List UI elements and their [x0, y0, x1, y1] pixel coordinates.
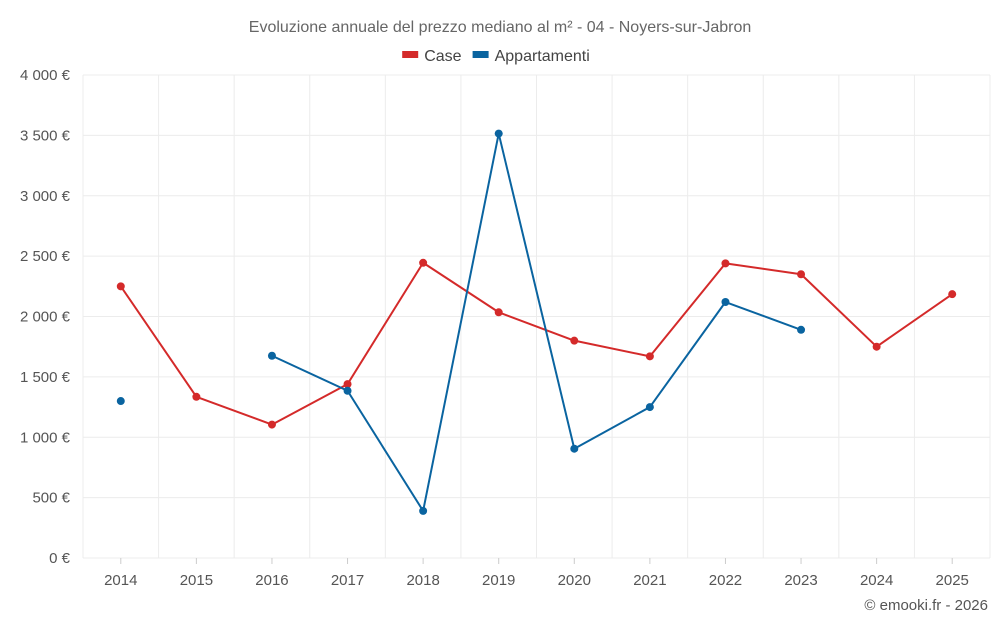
- legend-item-case[interactable]: Case: [402, 48, 462, 65]
- data-point[interactable]: [419, 258, 428, 267]
- data-point[interactable]: [645, 352, 654, 361]
- data-point[interactable]: [343, 380, 352, 389]
- x-tick-label: 2014: [104, 572, 137, 589]
- data-point[interactable]: [192, 392, 201, 401]
- data-point[interactable]: [948, 290, 957, 299]
- y-tick-label: 3 500 €: [20, 127, 71, 144]
- x-tick-label: 2022: [709, 572, 742, 589]
- data-point[interactable]: [570, 444, 579, 453]
- data-point[interactable]: [797, 325, 806, 334]
- series-appartamenti: [116, 129, 806, 515]
- x-tick-label: 2017: [331, 572, 364, 589]
- data-point[interactable]: [419, 506, 428, 515]
- data-point[interactable]: [645, 403, 654, 412]
- y-tick-label: 1 000 €: [20, 429, 71, 446]
- series-line: [119, 261, 953, 426]
- x-tick-label: 2018: [406, 572, 439, 589]
- legend-label: Appartamenti: [495, 48, 590, 65]
- y-tick-label: 4 000 €: [20, 67, 71, 84]
- x-tick-label: 2016: [255, 572, 288, 589]
- data-point[interactable]: [267, 420, 276, 429]
- y-tick-label: 3 000 €: [20, 188, 71, 205]
- y-tick-label: 0 €: [49, 550, 71, 567]
- data-point[interactable]: [570, 336, 579, 345]
- y-tick-label: 1 500 €: [20, 369, 71, 386]
- data-point[interactable]: [872, 342, 881, 351]
- data-point[interactable]: [267, 351, 276, 360]
- chart-legend: Case Appartamenti: [402, 48, 590, 65]
- credit-text: © emooki.fr - 2026: [864, 597, 988, 614]
- data-point[interactable]: [721, 298, 730, 307]
- x-tick-label: 2019: [482, 572, 515, 589]
- y-tick-label: 500 €: [32, 490, 70, 507]
- series-case: [116, 258, 957, 429]
- legend-label: Case: [424, 48, 461, 65]
- x-tick-label: 2021: [633, 572, 666, 589]
- data-point[interactable]: [797, 270, 806, 279]
- x-tick-label: 2024: [860, 572, 893, 589]
- legend-swatch: [402, 51, 419, 58]
- data-point[interactable]: [494, 308, 503, 317]
- x-tick-label: 2020: [558, 572, 591, 589]
- data-point[interactable]: [494, 129, 503, 138]
- chart-title: Evoluzione annuale del prezzo mediano al…: [249, 19, 751, 36]
- x-tick-label: 2023: [784, 572, 817, 589]
- data-point[interactable]: [116, 397, 125, 406]
- x-axis: 2014 2015 2016 2017 2018 2019 2020 2021 2022 2023…: [104, 558, 969, 589]
- chart-series: [116, 129, 957, 515]
- chart-grid: [82, 74, 991, 559]
- data-point[interactable]: [343, 386, 352, 395]
- x-tick-label: 2025: [936, 572, 969, 589]
- x-tick-label: 2015: [180, 572, 213, 589]
- y-tick-label: 2 000 €: [20, 309, 71, 326]
- y-tick-label: 2 500 €: [20, 248, 71, 265]
- series-line: [271, 132, 802, 512]
- legend-swatch: [472, 51, 489, 58]
- legend-item-appartamenti[interactable]: Appartamenti: [472, 48, 590, 65]
- data-point[interactable]: [116, 282, 125, 291]
- data-point[interactable]: [721, 259, 730, 268]
- y-axis: 0 € 500 € 1 000 € 1 500 € 2 000 € 2 500 € 3 00…: [20, 67, 71, 567]
